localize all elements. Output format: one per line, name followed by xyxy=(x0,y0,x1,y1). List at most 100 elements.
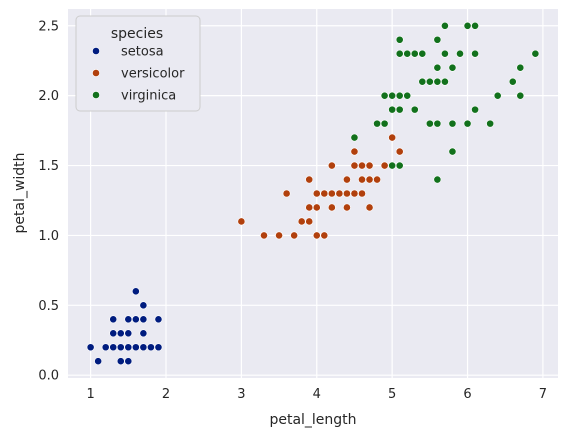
x-tick-label: 6 xyxy=(463,387,471,402)
data-point-virginica xyxy=(403,91,412,100)
data-point-virginica xyxy=(441,77,449,86)
data-point-versicolor xyxy=(350,147,359,156)
y-tick-label: 1.0 xyxy=(38,229,59,244)
data-point-virginica xyxy=(410,105,419,114)
data-point-versicolor xyxy=(320,189,329,198)
data-point-virginica xyxy=(388,91,397,100)
data-point-versicolor xyxy=(380,161,389,170)
legend-title: species xyxy=(111,26,163,42)
data-point-versicolor xyxy=(305,175,314,184)
data-point-setosa xyxy=(101,343,110,352)
x-tick-label: 7 xyxy=(539,387,547,402)
data-point-versicolor xyxy=(343,175,351,184)
data-point-versicolor xyxy=(373,175,381,184)
data-point-setosa xyxy=(154,343,163,352)
data-point-setosa xyxy=(94,357,103,366)
data-point-versicolor xyxy=(395,147,404,156)
y-tick-label: 1.5 xyxy=(38,159,59,174)
data-point-virginica xyxy=(395,91,404,100)
data-point-virginica xyxy=(486,119,495,128)
y-tick-label: 0.5 xyxy=(38,299,59,314)
data-point-versicolor xyxy=(327,161,336,170)
data-point-virginica xyxy=(531,49,540,58)
data-point-virginica xyxy=(388,105,397,114)
data-point-versicolor xyxy=(237,217,246,226)
data-point-versicolor xyxy=(335,189,344,198)
data-point-versicolor xyxy=(365,203,374,212)
legend-label-versicolor: versicolor xyxy=(121,67,185,82)
data-point-setosa xyxy=(109,343,118,352)
data-point-virginica xyxy=(433,63,442,72)
data-point-virginica xyxy=(516,63,525,72)
data-point-setosa xyxy=(139,329,148,338)
data-point-virginica xyxy=(350,133,359,142)
legend-box xyxy=(75,15,201,112)
data-point-virginica xyxy=(373,119,381,128)
data-point-versicolor xyxy=(388,133,397,142)
data-point-setosa xyxy=(131,315,140,324)
data-point-setosa xyxy=(116,329,125,338)
data-point-virginica xyxy=(418,77,427,86)
data-point-virginica xyxy=(516,91,525,100)
data-point-versicolor xyxy=(358,175,366,184)
data-point-setosa xyxy=(109,315,118,324)
data-point-virginica xyxy=(433,175,442,184)
x-axis-label: petal_length xyxy=(269,412,356,428)
series-setosa xyxy=(86,287,163,366)
data-point-versicolor xyxy=(297,217,306,226)
x-tick-label: 5 xyxy=(388,387,396,402)
data-point-setosa xyxy=(139,301,148,310)
y-tick-label: 2.0 xyxy=(38,89,59,104)
data-point-versicolor xyxy=(305,217,314,226)
x-tick-labels: 1 2 3 4 5 6 7 xyxy=(86,387,547,402)
data-point-virginica xyxy=(425,77,434,86)
y-axis-label: petal_width xyxy=(12,152,28,233)
data-point-virginica xyxy=(448,63,457,72)
data-point-versicolor xyxy=(343,203,351,212)
data-point-versicolor xyxy=(358,189,366,198)
data-point-setosa xyxy=(131,287,140,296)
data-point-virginica xyxy=(456,49,464,58)
data-point-versicolor xyxy=(358,161,366,170)
data-point-versicolor xyxy=(343,189,351,198)
data-point-setosa xyxy=(116,357,125,366)
data-point-virginica xyxy=(433,77,442,86)
y-tick-label: 0.0 xyxy=(38,369,59,384)
data-point-versicolor xyxy=(260,231,268,240)
legend: species setosa versicolor virginica xyxy=(75,15,201,112)
data-point-setosa xyxy=(116,343,125,352)
data-point-versicolor xyxy=(305,203,314,212)
data-point-versicolor xyxy=(312,189,321,198)
data-point-setosa xyxy=(154,315,163,324)
data-point-virginica xyxy=(471,105,479,114)
x-tick-label: 3 xyxy=(237,387,245,402)
y-tick-label: 2.5 xyxy=(38,19,59,34)
data-point-virginica xyxy=(433,119,442,128)
data-point-virginica xyxy=(395,161,404,170)
data-point-virginica xyxy=(433,35,442,44)
legend-items: setosa versicolor virginica xyxy=(92,45,185,104)
data-point-setosa xyxy=(86,343,95,352)
data-point-virginica xyxy=(493,91,502,100)
data-points xyxy=(86,21,540,366)
legend-marker-versicolor xyxy=(92,69,100,77)
data-point-virginica xyxy=(380,119,389,128)
series-versicolor xyxy=(237,119,404,240)
legend-marker-virginica xyxy=(92,91,100,99)
data-point-setosa xyxy=(124,315,133,324)
data-point-versicolor xyxy=(275,231,283,240)
data-point-setosa xyxy=(124,343,133,352)
data-point-versicolor xyxy=(312,231,321,240)
data-point-setosa xyxy=(147,343,155,352)
y-tick-labels: 0.0 0.5 1.0 1.5 2.0 2.5 xyxy=(38,19,59,383)
data-point-versicolor xyxy=(350,189,359,198)
data-point-virginica xyxy=(418,49,427,58)
data-point-virginica xyxy=(441,49,449,58)
data-point-versicolor xyxy=(282,189,291,198)
data-point-virginica xyxy=(395,49,404,58)
data-point-versicolor xyxy=(327,203,336,212)
data-point-setosa xyxy=(139,343,148,352)
legend-marker-setosa xyxy=(92,47,100,55)
data-point-setosa xyxy=(124,357,133,366)
data-point-versicolor xyxy=(290,231,299,240)
